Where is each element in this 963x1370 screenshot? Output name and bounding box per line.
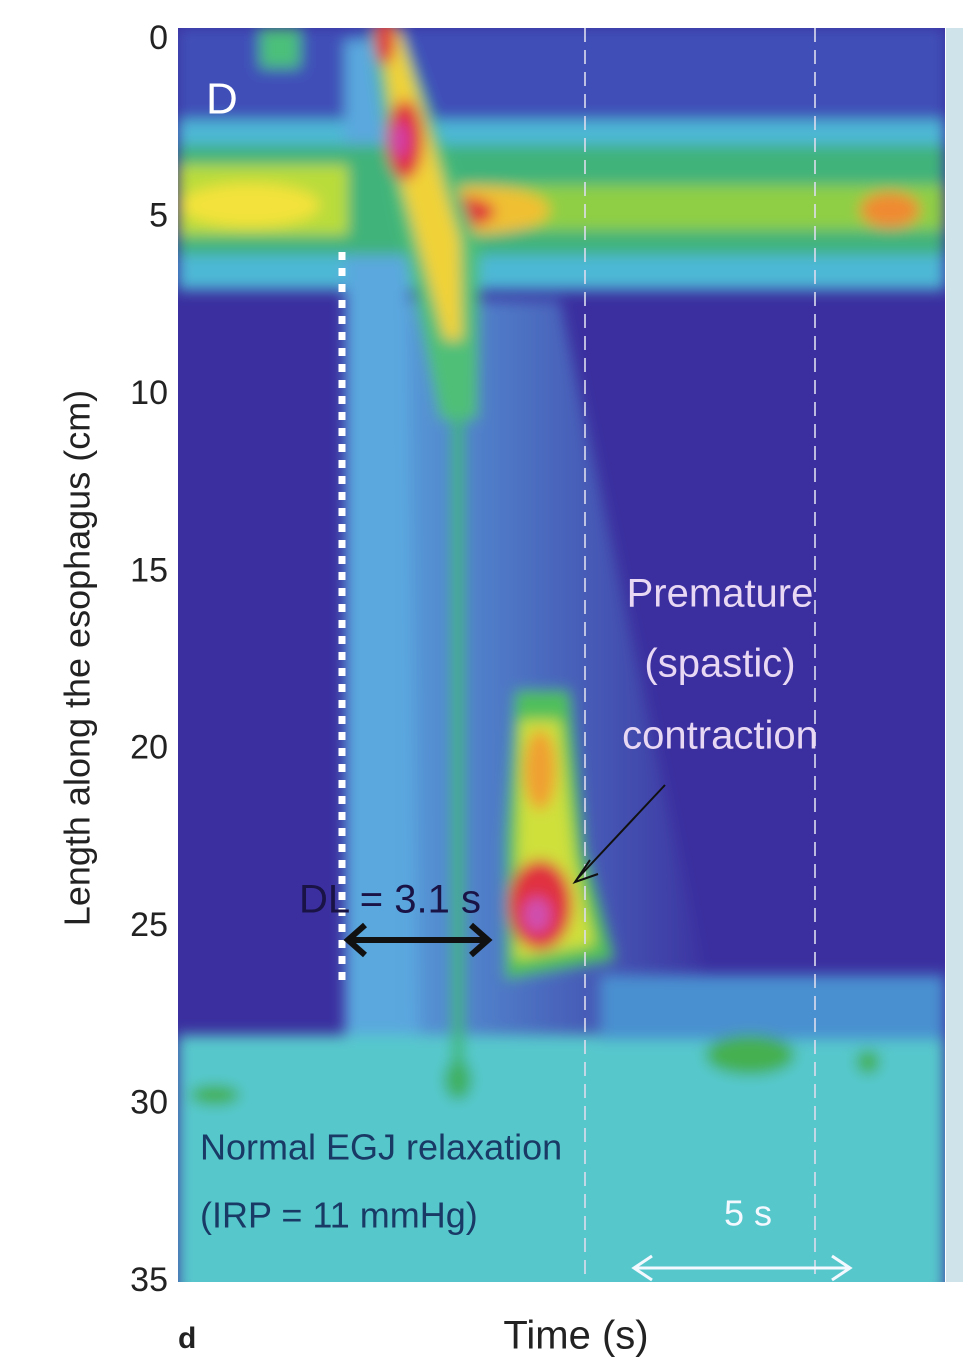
annotation: 5 s <box>724 1193 772 1234</box>
heatmap <box>178 15 945 1295</box>
y-tick-label: 15 <box>130 551 168 589</box>
y-tick-label: 30 <box>130 1084 168 1122</box>
annotation: contraction <box>622 714 818 758</box>
panel-label: D <box>206 75 238 124</box>
annotation: Premature <box>627 572 814 616</box>
annotation: (spastic) <box>644 642 795 686</box>
next-panel-edge <box>946 28 963 1282</box>
y-tick-label: 35 <box>130 1261 168 1299</box>
annotation: (IRP = 11 mmHg) <box>200 1195 478 1236</box>
annotation: DL = 3.1 s <box>299 878 481 922</box>
y-tick-label: 25 <box>130 906 168 944</box>
y-axis-label: Length along the esophagus (cm) <box>57 390 98 926</box>
y-tick-label: 0 <box>149 19 168 57</box>
figure-label: d <box>178 1322 196 1355</box>
y-tick-label: 5 <box>149 196 168 234</box>
figure: D Length along the esophagus (cm) Time (… <box>0 0 963 1370</box>
y-tick-label: 10 <box>130 374 168 412</box>
x-axis-label: Time (s) <box>503 1314 648 1358</box>
y-tick-label: 20 <box>130 729 168 767</box>
annotation: Normal EGJ relaxation <box>200 1127 562 1168</box>
